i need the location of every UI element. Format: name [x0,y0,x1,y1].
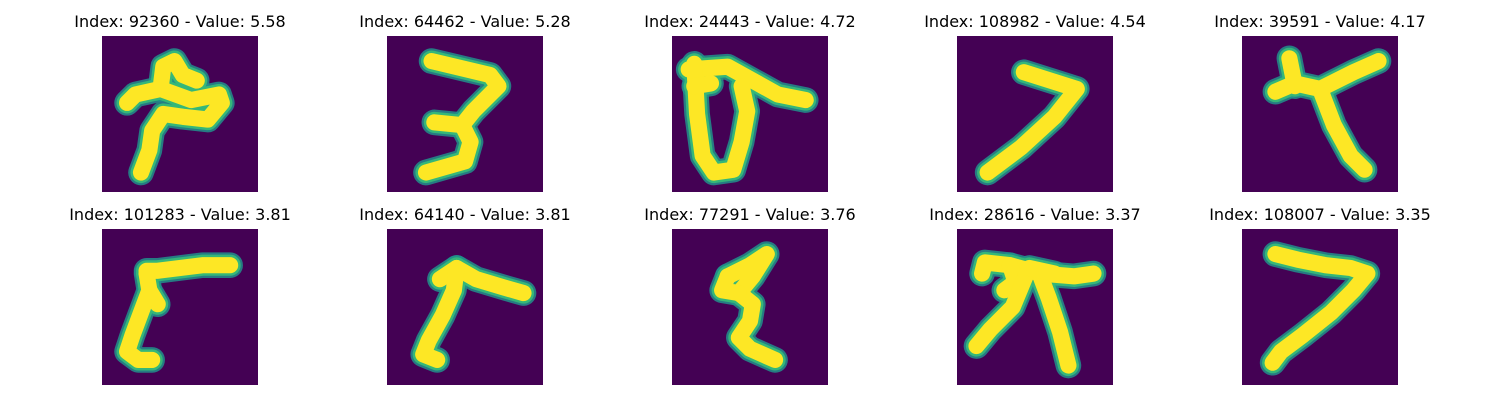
digit-image [672,229,828,385]
digit-image [672,36,828,192]
digit-stroke [968,265,1035,355]
digit-image [957,229,1113,385]
panel-title: Index: 77291 - Value: 3.76 [644,205,856,224]
digit-stroke-svg [963,249,1107,379]
digit-stroke-svg [974,59,1090,186]
digit-stroke-svg [1259,241,1381,376]
digit-stroke [714,268,747,302]
panel-title: Index: 92360 - Value: 5.58 [74,12,286,31]
digit-stroke [426,114,471,134]
digit-image [102,36,258,192]
digit-stroke-svg [1262,45,1392,183]
digit-stroke-svg [709,241,788,373]
digit-stroke-svg [410,255,537,373]
panel-title: Index: 39591 - Value: 4.17 [1214,12,1426,31]
digit-stroke [1021,259,1063,282]
digit-stroke [686,55,756,181]
panel-title: Index: 24443 - Value: 4.72 [644,12,856,31]
digit-stroke [1311,80,1373,178]
digit-stroke-svg [114,252,243,373]
digit-image [387,36,543,192]
digit-stroke [417,52,507,181]
digit-stroke [1032,268,1077,374]
digit-stroke [686,75,720,95]
digit-image [387,229,543,385]
panel-title: Index: 108007 - Value: 3.35 [1209,205,1431,224]
digit-stroke-svg [114,48,235,186]
panel-title: Index: 64462 - Value: 5.28 [359,12,571,31]
digit-stroke-svg [413,48,512,186]
panel-title: Index: 28616 - Value: 3.37 [929,205,1141,224]
digit-image [102,229,258,385]
digit-stroke [1281,50,1304,95]
digit-image [957,36,1113,192]
digit-stroke [1264,245,1376,371]
digit-image [1242,229,1398,385]
digit-stroke [680,58,814,109]
digit-stroke [415,259,465,369]
digit-image [1242,36,1398,192]
digit-stroke [138,257,239,279]
panel-title: Index: 64140 - Value: 3.81 [359,205,571,224]
panel-title: Index: 108982 - Value: 4.54 [924,12,1146,31]
digit-stroke [141,282,166,313]
digit-stroke [979,64,1085,181]
digit-stroke-svg [675,51,819,186]
digit-stroke [152,52,205,98]
panel-title: Index: 101283 - Value: 3.81 [69,205,291,224]
digit-stroke [719,245,784,369]
